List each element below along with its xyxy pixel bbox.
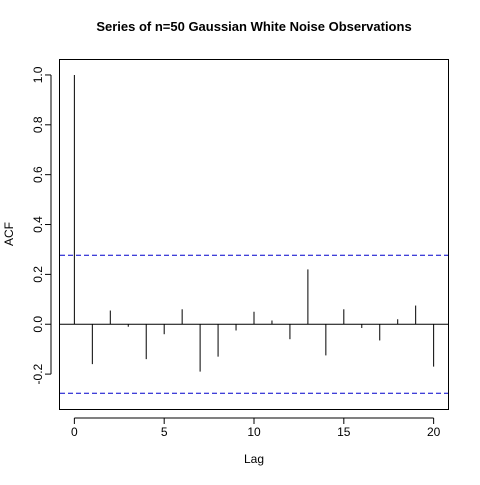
x-tick-label: 10 — [247, 425, 261, 439]
y-tick-label: 0.6 — [31, 166, 45, 183]
y-tick-label: 0.0 — [31, 316, 45, 333]
x-tick-label: 15 — [337, 425, 351, 439]
y-tick-label: 0.8 — [31, 116, 45, 133]
chart-title: Series of n=50 Gaussian White Noise Obse… — [96, 19, 411, 34]
x-tick-label: 5 — [161, 425, 168, 439]
y-axis: -0.2 0.0 0.2 0.4 0.6 0.8 1.0 — [31, 66, 52, 384]
plot-frame — [59, 59, 449, 410]
y-tick-label: 1.0 — [31, 66, 45, 83]
x-axis-label: Lag — [244, 452, 264, 466]
x-tick-label: 20 — [427, 425, 441, 439]
y-axis-label: ACF — [2, 222, 16, 246]
x-tick-label: 0 — [71, 425, 78, 439]
y-tick-label: 0.2 — [31, 266, 45, 283]
y-tick-label: -0.2 — [31, 363, 45, 384]
y-tick-label: 0.4 — [31, 216, 45, 233]
x-axis: 0 5 10 15 20 — [71, 417, 441, 439]
plot-area — [60, 74, 448, 394]
